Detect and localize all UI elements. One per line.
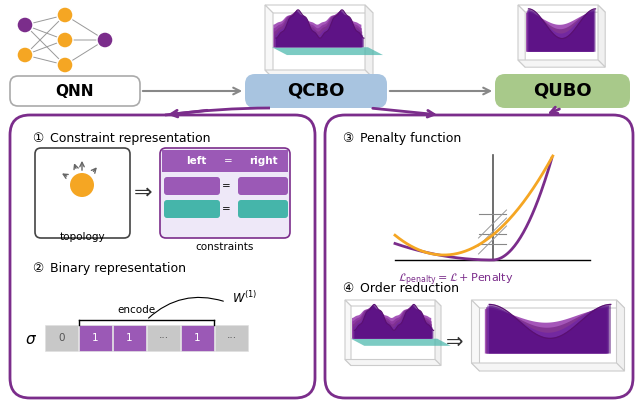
Polygon shape [275,11,363,47]
Polygon shape [273,13,362,47]
Polygon shape [345,360,441,365]
Text: $W^{(1)}$: $W^{(1)}$ [232,290,257,306]
Circle shape [17,17,33,33]
Bar [147,325,180,351]
FancyBboxPatch shape [238,177,288,195]
Text: ⇒: ⇒ [134,183,152,203]
Text: Order reduction: Order reduction [360,282,459,295]
Text: ②: ② [32,262,44,275]
Polygon shape [529,8,596,52]
Text: =: = [221,181,230,191]
FancyBboxPatch shape [10,76,140,106]
Polygon shape [527,11,594,52]
Text: constraints: constraints [196,242,254,252]
Polygon shape [472,300,479,371]
Text: ①: ① [32,132,44,145]
Text: 1: 1 [126,333,133,343]
Circle shape [57,32,73,48]
Text: =: = [221,204,230,214]
Text: σ: σ [25,333,35,347]
Polygon shape [354,305,433,339]
Text: ···: ··· [159,333,168,343]
Polygon shape [487,305,609,354]
Text: ⇒: ⇒ [446,332,464,352]
Polygon shape [486,307,608,354]
FancyBboxPatch shape [238,200,288,218]
Text: $\mathcal{L}_\mathrm{penalty} = \mathcal{L} + \mathrm{Penalty}$: $\mathcal{L}_\mathrm{penalty} = \mathcal… [398,272,513,288]
Bar [162,150,288,172]
Text: left: left [186,156,206,166]
Polygon shape [353,306,432,339]
FancyBboxPatch shape [164,177,220,195]
Text: Binary representation: Binary representation [50,262,186,275]
Polygon shape [275,11,362,47]
Polygon shape [485,309,607,354]
FancyBboxPatch shape [35,148,130,238]
Circle shape [17,47,33,63]
Text: QCBO: QCBO [287,82,345,100]
Polygon shape [365,5,373,78]
Polygon shape [265,5,273,78]
Text: topology: topology [59,232,105,242]
Bar [45,325,78,351]
Polygon shape [272,47,383,55]
FancyBboxPatch shape [160,148,290,238]
Circle shape [70,173,94,197]
Bar [79,325,112,351]
Polygon shape [435,300,441,365]
Polygon shape [489,304,611,354]
Text: 1: 1 [194,333,201,343]
FancyBboxPatch shape [245,74,387,108]
Polygon shape [274,12,362,47]
Text: right: right [249,156,277,166]
Text: QUBO: QUBO [532,82,591,100]
Text: encode: encode [117,305,156,315]
Polygon shape [353,306,431,339]
Bar [181,325,214,351]
FancyBboxPatch shape [10,115,315,398]
Polygon shape [616,300,625,371]
Text: QNN: QNN [56,83,94,98]
Polygon shape [352,307,431,339]
Polygon shape [598,5,605,67]
Bar [113,325,146,351]
FancyBboxPatch shape [495,74,630,108]
Text: Constraint representation: Constraint representation [50,132,211,145]
FancyBboxPatch shape [162,150,288,172]
Circle shape [57,57,73,73]
Polygon shape [518,60,605,67]
Circle shape [97,32,113,48]
Polygon shape [265,70,373,78]
Text: ③: ③ [342,132,353,145]
Text: 1: 1 [92,333,99,343]
FancyBboxPatch shape [164,200,220,218]
Circle shape [57,7,73,23]
Text: 0: 0 [58,333,65,343]
Text: Penalty function: Penalty function [360,132,461,145]
Text: ④: ④ [342,282,353,295]
Text: ···: ··· [227,333,237,343]
Polygon shape [526,13,593,52]
Polygon shape [527,10,595,52]
Polygon shape [351,339,451,346]
Polygon shape [518,5,525,67]
Text: =: = [223,156,232,166]
Polygon shape [345,300,351,365]
Bar [215,325,248,351]
Polygon shape [472,363,625,371]
Polygon shape [355,305,434,339]
FancyBboxPatch shape [325,115,633,398]
Polygon shape [276,10,364,47]
